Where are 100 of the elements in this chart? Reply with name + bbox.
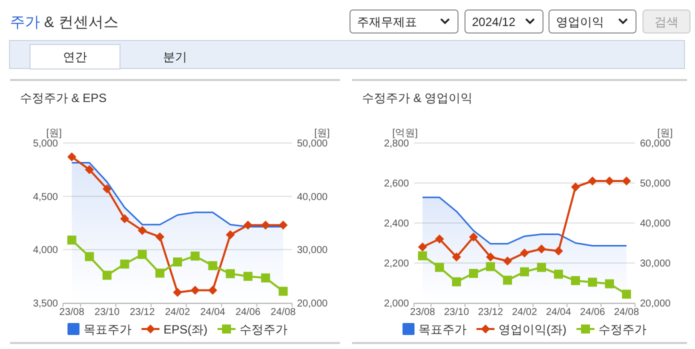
point (84, 252, 94, 262)
point (605, 176, 614, 186)
point (261, 220, 270, 230)
point (243, 220, 252, 230)
point (173, 288, 182, 297)
chart-title: 수정주가 & EPS (20, 91, 107, 105)
point (537, 262, 546, 272)
point (261, 273, 270, 282)
x-tick-label: 23/12 (478, 307, 504, 318)
point (452, 252, 461, 262)
point (226, 269, 235, 278)
y2-tick-label: 20,000 (640, 298, 672, 310)
point (486, 262, 495, 272)
point (537, 244, 546, 254)
text: 주가 & 컨센서스 (10, 14, 118, 31)
x-tick-label: 24/02 (164, 307, 190, 318)
text: 연간 (63, 50, 87, 64)
point (278, 220, 288, 230)
chart-title: 수정주가 & 영업이익 (362, 91, 473, 105)
y-tick-label: 2,400 (384, 218, 410, 230)
point (418, 242, 427, 252)
x-tick-label: 24/06 (235, 307, 261, 318)
point (138, 250, 147, 259)
point (155, 232, 164, 242)
point (243, 272, 252, 281)
point (138, 226, 147, 235)
point (588, 278, 597, 287)
point (120, 260, 130, 269)
point (486, 252, 495, 262)
y2-tick-label: 30,000 (297, 245, 328, 256)
point (571, 182, 580, 192)
select: 2024/12 (464, 10, 544, 34)
point (622, 290, 631, 299)
point (469, 232, 478, 242)
y-axis-title: [원] (46, 128, 62, 139)
y2-tick-label: 40,000 (640, 218, 672, 230)
x-tick-label: 24/04 (200, 307, 226, 318)
y-tick-label: 5,000 (32, 138, 58, 150)
y2-axis-title: [원] (657, 128, 673, 139)
y2-tick-label: 20,000 (297, 298, 328, 310)
select: 주재무제표 (350, 10, 458, 34)
y2-tick-label: 50,000 (297, 138, 328, 150)
point (120, 214, 130, 224)
point (208, 261, 218, 270)
y2-tick-label: 60,000 (640, 138, 672, 150)
x-tick-label: 23/08 (59, 307, 85, 318)
legend-label: 수정주가 (240, 322, 288, 336)
x-tick-label: 23/10 (444, 307, 470, 318)
x-tick-label: 24/08 (614, 307, 640, 318)
point (84, 165, 94, 174)
text: 분기 (163, 50, 187, 64)
point (435, 262, 444, 272)
point (554, 246, 563, 256)
point (278, 286, 288, 296)
point (571, 276, 580, 286)
point (208, 286, 218, 295)
y-tick-label: 3,500 (32, 298, 58, 310)
point (554, 270, 563, 279)
y-axis-title: [억원] (392, 128, 418, 139)
legend-label: 수정주가 (598, 322, 646, 336)
point (102, 184, 112, 194)
point (226, 230, 235, 240)
legend-label: 영업이익(좌) (498, 322, 566, 336)
y2-tick-label: 40,000 (297, 192, 328, 203)
y-tick-label: 4,000 (32, 245, 58, 256)
select: 영업이익 (548, 10, 636, 34)
point (503, 256, 512, 266)
y2-tick-label: 50,000 (640, 178, 672, 190)
point (435, 234, 444, 244)
x-tick-label: 23/10 (94, 307, 120, 318)
x-tick-label: 23/12 (130, 307, 156, 318)
x-tick-label: 24/06 (580, 307, 606, 318)
y-tick-label: 2,800 (384, 138, 410, 150)
point (503, 276, 512, 285)
legend-label: 목표주가 (418, 322, 466, 336)
point (520, 267, 529, 276)
point (469, 268, 478, 278)
point (588, 176, 597, 186)
point (452, 277, 461, 286)
y-tick-label: 4,500 (32, 192, 58, 203)
y-tick-label: 2,600 (384, 178, 410, 190)
legend-label: 목표주가 (83, 322, 132, 336)
button: 검색 (642, 10, 690, 34)
point (605, 279, 614, 288)
point (520, 248, 529, 258)
y2-axis-title: [원] (314, 128, 330, 139)
y-tick-label: 2,200 (384, 258, 410, 270)
y2-tick-label: 30,000 (640, 258, 672, 270)
point (622, 176, 631, 186)
point (67, 236, 76, 245)
point (67, 152, 76, 162)
point (102, 270, 112, 280)
point (190, 252, 200, 261)
legend-label: EPS(좌) (163, 322, 208, 336)
point (418, 251, 427, 260)
x-tick-label: 24/08 (270, 307, 296, 318)
point (190, 286, 200, 295)
x-tick-label: 24/02 (512, 307, 538, 318)
point (155, 268, 164, 278)
x-tick-label: 24/04 (546, 307, 572, 318)
